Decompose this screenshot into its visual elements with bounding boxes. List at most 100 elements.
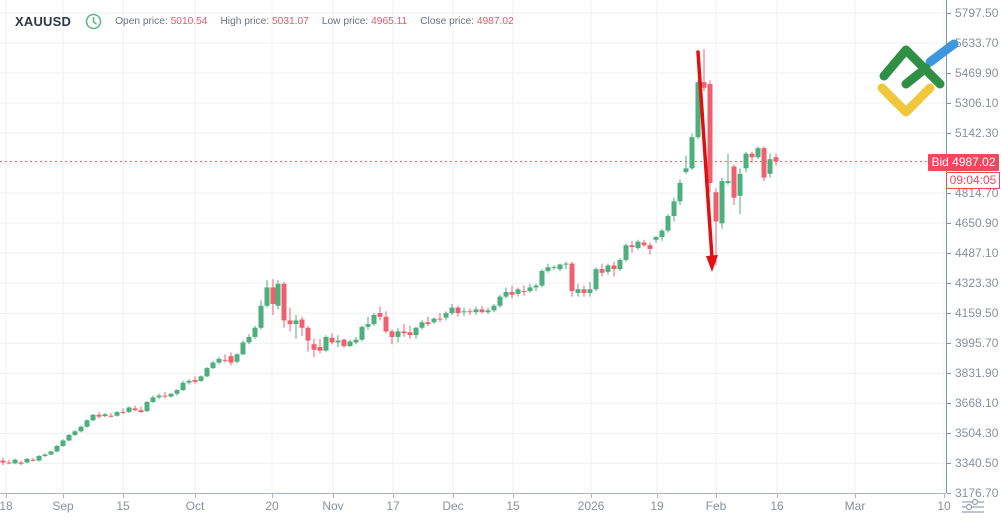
- candle: [755, 146, 761, 160]
- candlestick-chart[interactable]: [0, 0, 946, 493]
- candle: [90, 413, 96, 422]
- candle: [6, 459, 12, 465]
- open-price-label: Open price:: [115, 15, 168, 27]
- candle: [503, 287, 509, 299]
- time-tick-label: Mar: [844, 499, 866, 513]
- price-tick-label: 4650.90: [955, 216, 999, 231]
- time-tick: [591, 494, 592, 498]
- candle: [12, 458, 18, 465]
- price-tick-label: 5633.70: [955, 36, 999, 51]
- candle: [449, 303, 455, 315]
- candle: [42, 453, 48, 457]
- time-tick-label: Feb: [705, 499, 727, 513]
- candle: [341, 338, 347, 348]
- price-tick: [947, 13, 951, 14]
- time-tick: [195, 494, 196, 498]
- candle: [437, 313, 443, 323]
- chart-area[interactable]: [0, 0, 946, 493]
- price-tick: [947, 433, 951, 435]
- candle: [54, 445, 60, 453]
- price-tick: [947, 73, 951, 75]
- candle: [647, 242, 653, 255]
- candle: [204, 367, 210, 378]
- high-price-label: High price:: [220, 15, 270, 27]
- price-tick: [947, 103, 951, 105]
- price-tick: [947, 403, 951, 405]
- candle: [563, 261, 569, 270]
- candle: [545, 263, 551, 273]
- candle: [533, 283, 539, 292]
- candle: [66, 434, 72, 442]
- price-tick-label: 5142.30: [955, 126, 999, 141]
- open-price-value: 5010.54: [170, 15, 208, 27]
- candle: [521, 285, 527, 296]
- candle: [114, 411, 120, 417]
- price-tick-label: 3668.10: [955, 396, 999, 411]
- clock-icon[interactable]: [85, 13, 102, 30]
- candle: [36, 455, 42, 462]
- candle: [593, 267, 599, 292]
- candle: [509, 285, 515, 299]
- candle: [617, 258, 623, 271]
- candle: [126, 406, 132, 413]
- candle: [60, 439, 66, 447]
- time-tick-label: Oct: [185, 499, 205, 513]
- candle-countdown: 09:04:05: [946, 172, 1000, 189]
- candle: [635, 239, 641, 250]
- close-price-label: Close price:: [420, 15, 474, 27]
- candle: [281, 281, 287, 328]
- candle: [132, 405, 138, 412]
- sliders-icon[interactable]: [960, 497, 986, 515]
- high-price-value: 5031.07: [272, 15, 309, 27]
- candles: [0, 49, 779, 466]
- candle: [228, 352, 234, 366]
- grid-lines: [0, 0, 946, 493]
- low-price-value: 4965.11: [371, 15, 408, 27]
- symbol-label[interactable]: XAUUSD: [15, 13, 72, 29]
- candle: [198, 375, 204, 382]
- time-tick: [855, 494, 856, 498]
- open-price: Open price: 5010.54: [115, 16, 207, 27]
- candle: [192, 376, 198, 384]
- candle: [689, 133, 695, 171]
- low-price: Low price: 4965.11: [322, 16, 407, 27]
- time-tick-label: 2026: [577, 499, 605, 513]
- price-tick: [947, 253, 951, 255]
- time-tick: [393, 494, 394, 498]
- time-tick: [453, 494, 454, 498]
- time-tick: [333, 494, 334, 498]
- price-tick-label: 4814.70: [955, 186, 999, 201]
- candle: [377, 306, 383, 321]
- chart-header: XAUUSD Open price: 5010.54 High price: 5…: [15, 9, 514, 33]
- candle: [144, 401, 150, 413]
- time-tick: [513, 494, 514, 498]
- time-tick: [272, 494, 273, 498]
- time-tick-label: 18: [0, 499, 13, 513]
- candle: [659, 228, 665, 241]
- candle: [30, 457, 36, 462]
- candle: [48, 450, 54, 456]
- candle: [515, 287, 521, 297]
- price-tick-label: 4323.30: [955, 276, 999, 291]
- price-tick-label: 5797.50: [955, 6, 999, 20]
- time-tick: [777, 494, 778, 498]
- time-axis[interactable]: 18 Sep 15 Oct 20 Nov 17 Dec 15 2026 19 Feb 16 Mar 10: [0, 493, 951, 521]
- price-tick-label: 3995.70: [955, 336, 999, 351]
- candle: [671, 197, 677, 222]
- candle: [305, 325, 311, 352]
- candle: [683, 155, 689, 174]
- time-tick-label: Sep: [52, 499, 74, 513]
- candle: [0, 457, 6, 466]
- candle: [719, 177, 725, 229]
- candle: [162, 391, 168, 399]
- candle: [473, 306, 479, 315]
- candle: [575, 283, 581, 297]
- price-tick-label: 3831.90: [955, 366, 999, 381]
- candle: [599, 263, 605, 277]
- candle: [767, 153, 773, 178]
- candle: [270, 279, 276, 315]
- candle: [18, 460, 24, 466]
- price-axis[interactable]: 5797.505633.705469.905306.105142.304978.…: [946, 0, 1001, 500]
- price-tick: [947, 223, 951, 225]
- candle: [773, 153, 779, 166]
